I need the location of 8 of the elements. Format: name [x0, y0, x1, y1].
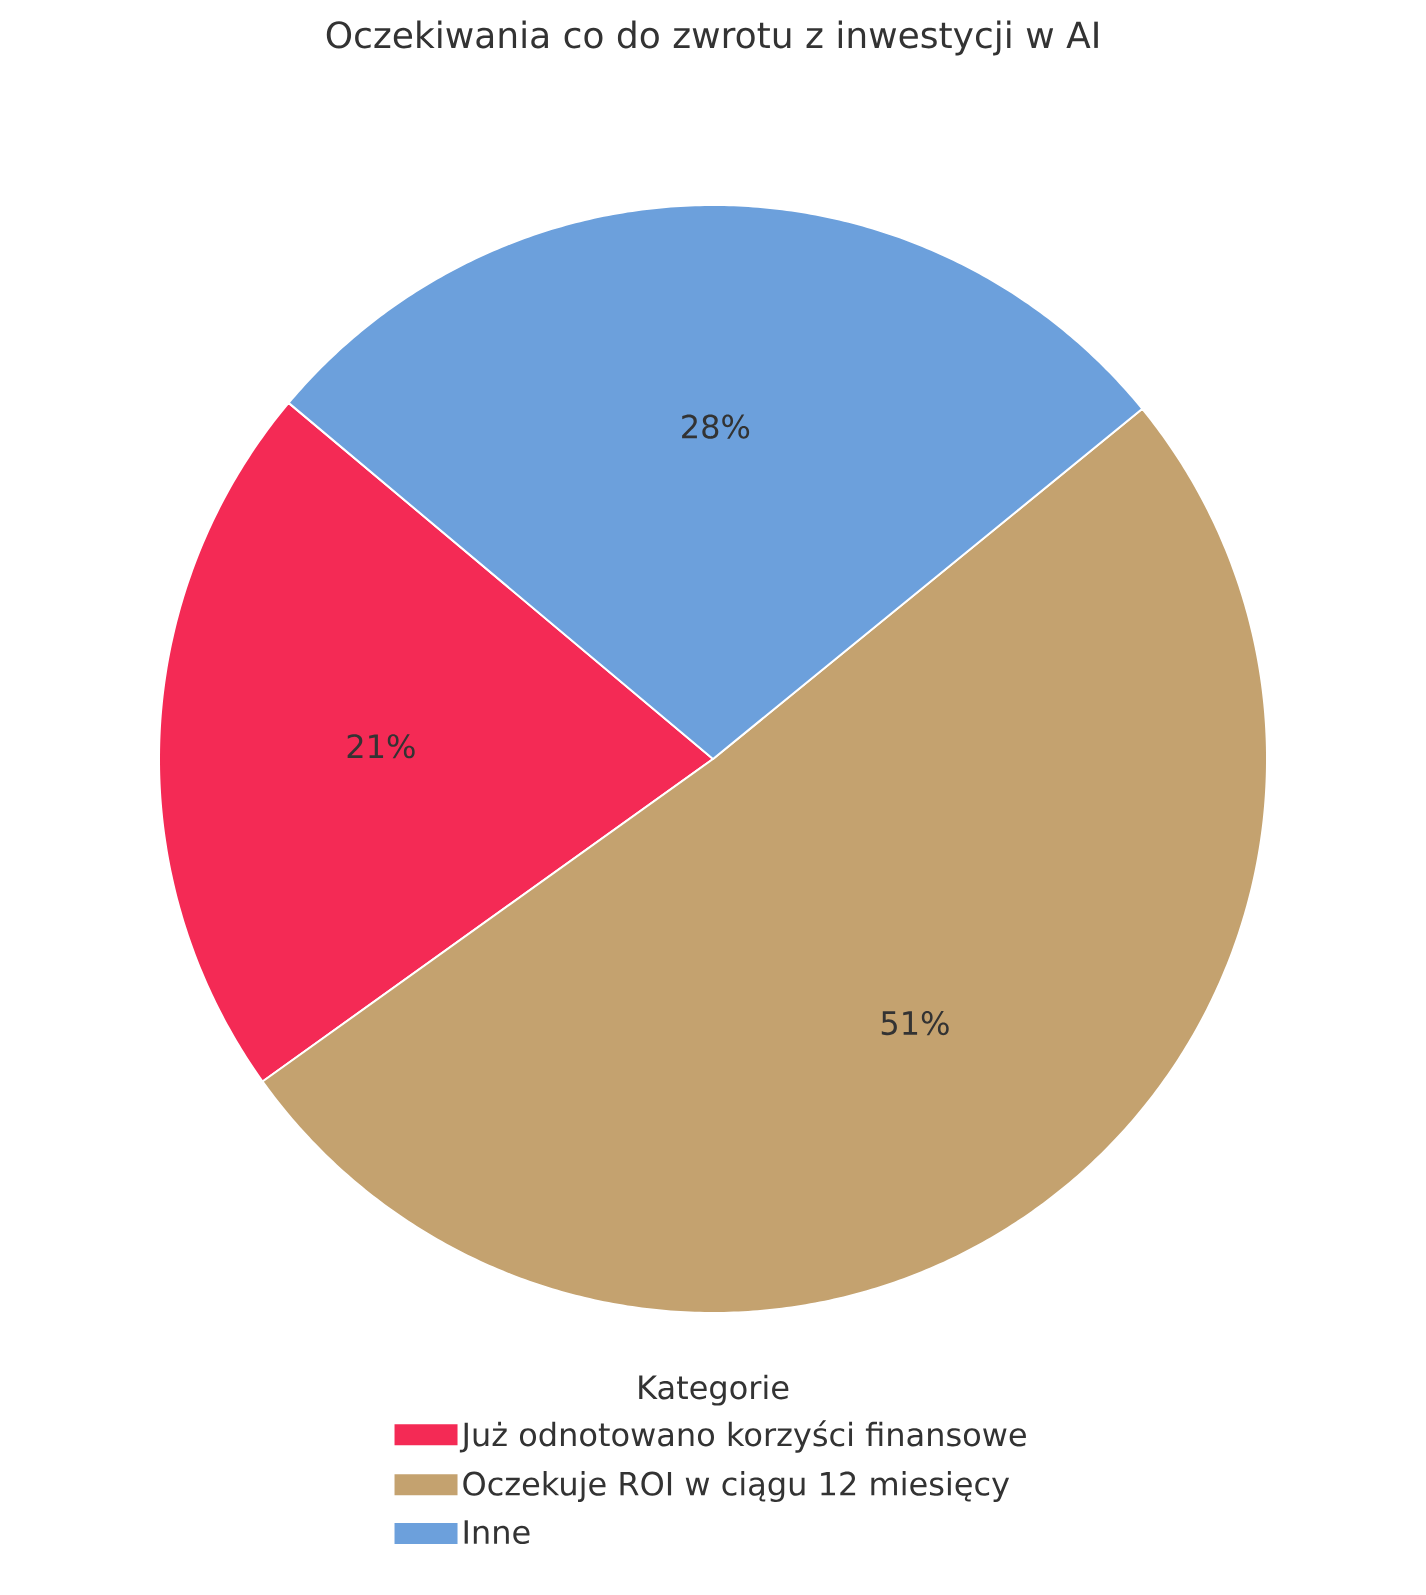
data-label: 21% [347, 734, 415, 759]
data-label: 28% [682, 414, 750, 439]
legend-label: Już odnotowano korzyści finansowe [459, 1420, 1026, 1453]
data-label: 51% [881, 1010, 949, 1036]
chart-title: Oczekiwania co do zwrotu z inwestycji w AI [326, 20, 1098, 56]
legend-label: Inne [464, 1520, 530, 1545]
legend-title: Kategorie [639, 1374, 789, 1406]
legend-label: Oczekuje ROI w ciągu 12 miesięcy [463, 1471, 1010, 1503]
